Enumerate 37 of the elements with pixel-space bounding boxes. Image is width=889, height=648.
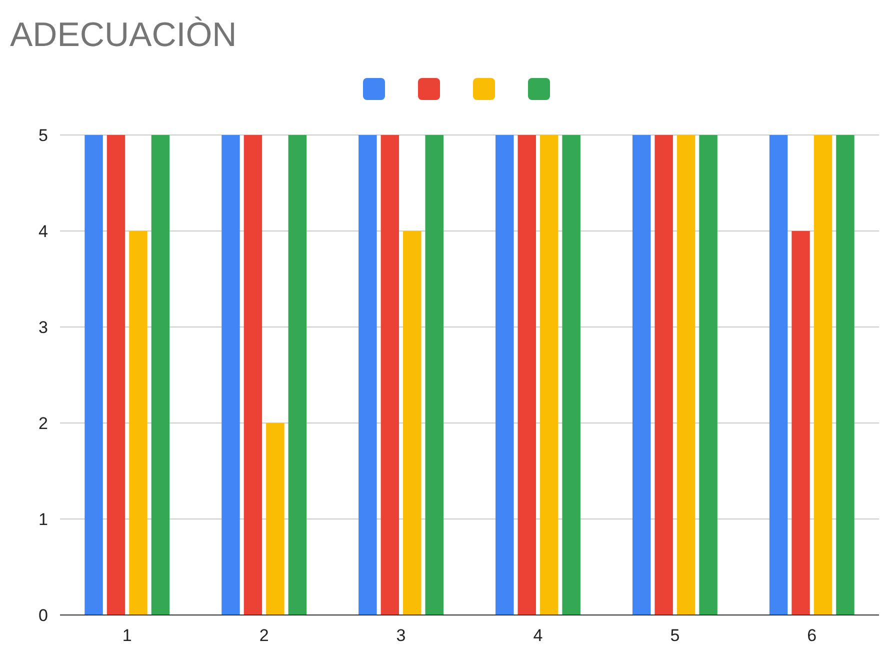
y-tick-label: 1 [38,510,48,529]
bar [518,135,536,615]
bar [836,135,854,615]
y-tick-label: 3 [38,318,48,337]
x-tick-label: 5 [670,626,680,645]
bar [425,135,444,615]
x-tick-label: 1 [122,626,132,645]
bar [288,135,307,615]
bar [129,231,148,615]
y-tick-label: 0 [38,606,48,625]
bar [699,135,718,615]
y-tick-label: 4 [38,222,48,241]
bar [632,135,651,615]
chart-title: ADECUACIÒN [10,16,237,54]
bar [676,135,696,615]
bar [769,135,788,615]
bar [244,135,262,615]
bar [222,135,240,615]
bar [84,135,103,615]
bar [403,231,422,615]
bar [654,135,673,615]
bar [358,135,377,615]
bar [792,231,810,615]
bar [562,135,580,615]
x-tick-label: 6 [807,626,817,645]
bar [540,135,558,615]
x-tick-label: 4 [533,626,543,645]
bar [380,135,400,615]
y-tick-label: 5 [38,126,48,145]
y-tick-label: 2 [38,414,48,433]
x-tick-label: 3 [396,626,406,645]
x-tick-label: 2 [259,626,269,645]
bar [496,135,514,615]
bar [814,135,832,615]
bar [106,135,126,615]
bar [266,423,284,615]
bar [151,135,170,615]
